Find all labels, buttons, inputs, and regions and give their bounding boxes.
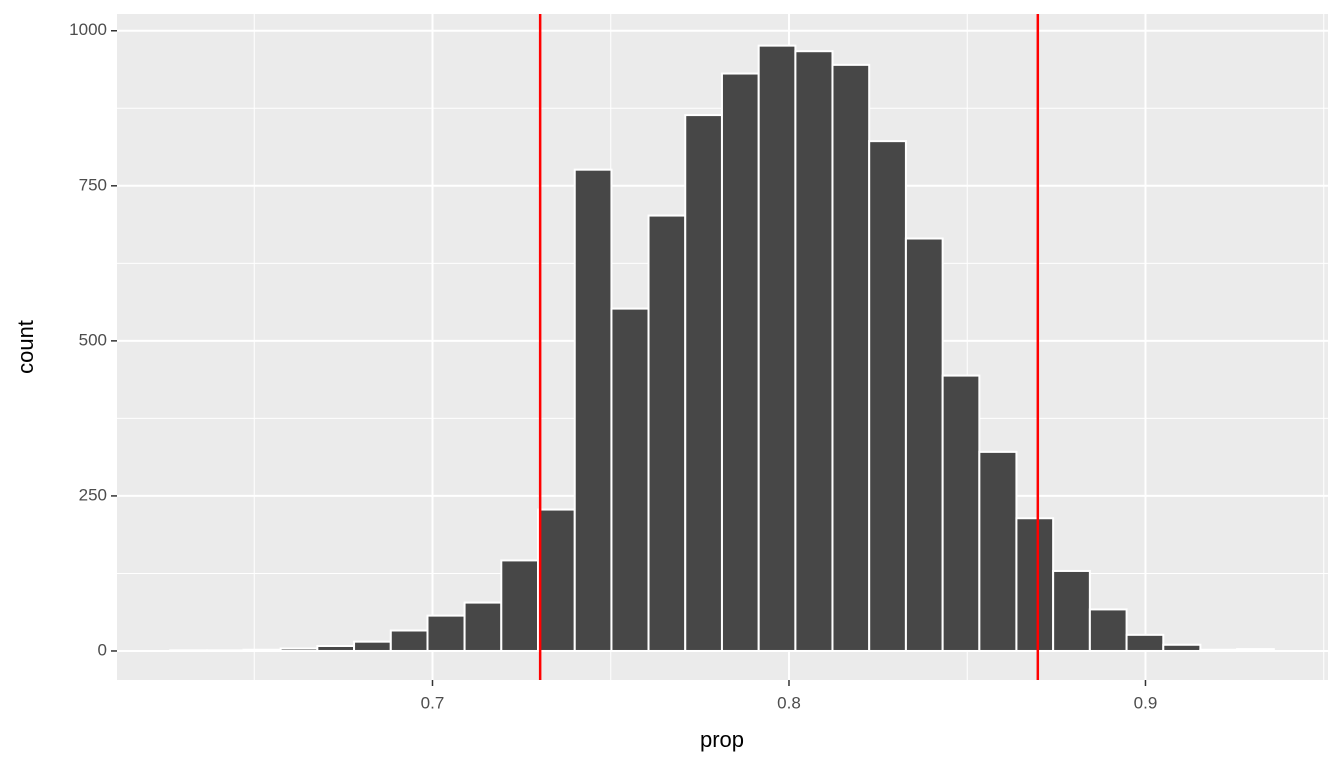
- bar: [941, 374, 981, 652]
- y-tick-label: 0: [98, 640, 107, 659]
- bar: [353, 640, 392, 652]
- x-axis-title: prop: [700, 727, 744, 752]
- bar: [279, 647, 319, 652]
- bar: [316, 645, 356, 652]
- bar: [978, 450, 1018, 652]
- bar: [1199, 648, 1239, 652]
- y-axis-title: count: [13, 320, 38, 374]
- bar: [1125, 633, 1165, 652]
- bar: [389, 629, 429, 652]
- bar: [904, 237, 944, 652]
- bar: [647, 214, 687, 652]
- bar: [794, 50, 834, 652]
- bar: [610, 307, 650, 652]
- bar: [463, 601, 503, 652]
- bar: [684, 114, 723, 652]
- y-tick-label: 500: [79, 330, 107, 349]
- bar: [757, 44, 797, 652]
- bar: [868, 140, 907, 652]
- bar: [720, 72, 760, 652]
- bar: [537, 508, 576, 652]
- bar: [1088, 608, 1128, 652]
- x-tick-label: 0.7: [421, 693, 445, 712]
- bar: [1015, 517, 1055, 652]
- bar: [500, 559, 540, 652]
- x-tick-label: 0.9: [1134, 693, 1158, 712]
- bar: [1052, 569, 1091, 652]
- bar: [205, 649, 245, 652]
- bar: [1162, 643, 1202, 652]
- y-tick-label: 750: [79, 175, 107, 194]
- x-tick-label: 0.8: [777, 693, 801, 712]
- bar: [169, 649, 208, 652]
- bar: [426, 614, 466, 652]
- y-tick-label: 1000: [69, 20, 107, 39]
- y-tick-label: 250: [79, 485, 107, 504]
- bar: [831, 63, 871, 652]
- bar: [573, 168, 613, 652]
- bar: [242, 648, 282, 652]
- bar: [1236, 648, 1275, 652]
